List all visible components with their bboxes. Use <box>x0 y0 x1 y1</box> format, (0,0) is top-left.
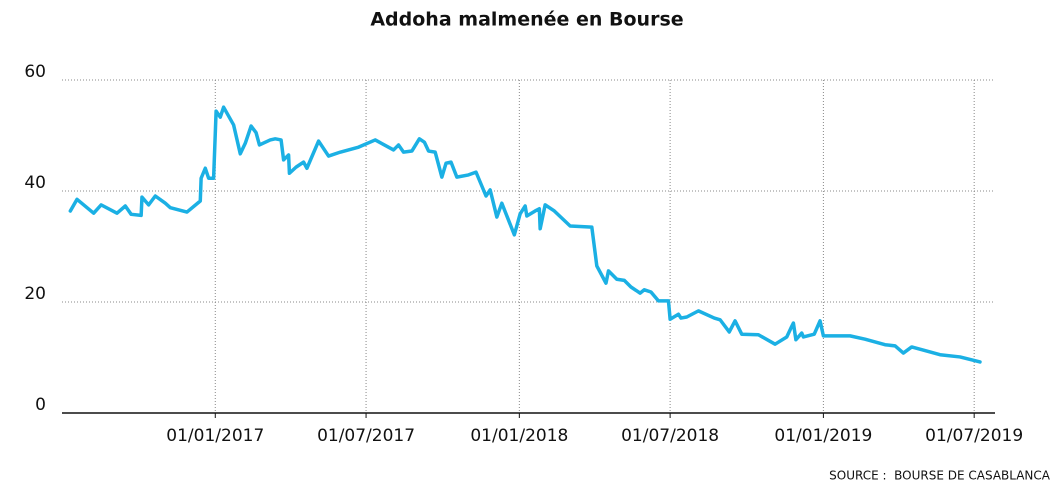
chart-title: Addoha malmenée en Bourse <box>370 9 683 31</box>
x-tick-label: 01/01/2018 <box>470 426 568 446</box>
x-tick-label: 01/07/2017 <box>317 426 415 446</box>
y-tick-label: 20 <box>24 284 46 304</box>
data-line <box>68 105 982 364</box>
source-note: SOURCE : BOURSE DE CASABLANCA <box>829 469 1051 483</box>
y-tick-label: 0 <box>35 395 46 415</box>
x-tick-label: 01/07/2018 <box>621 426 719 446</box>
y-tick-label: 40 <box>24 173 46 193</box>
y-tick-label: 60 <box>24 62 46 82</box>
x-tick-label: 01/07/2019 <box>925 426 1023 446</box>
x-tick-label: 01/01/2019 <box>774 426 872 446</box>
x-tick-label: 01/01/2017 <box>166 426 264 446</box>
